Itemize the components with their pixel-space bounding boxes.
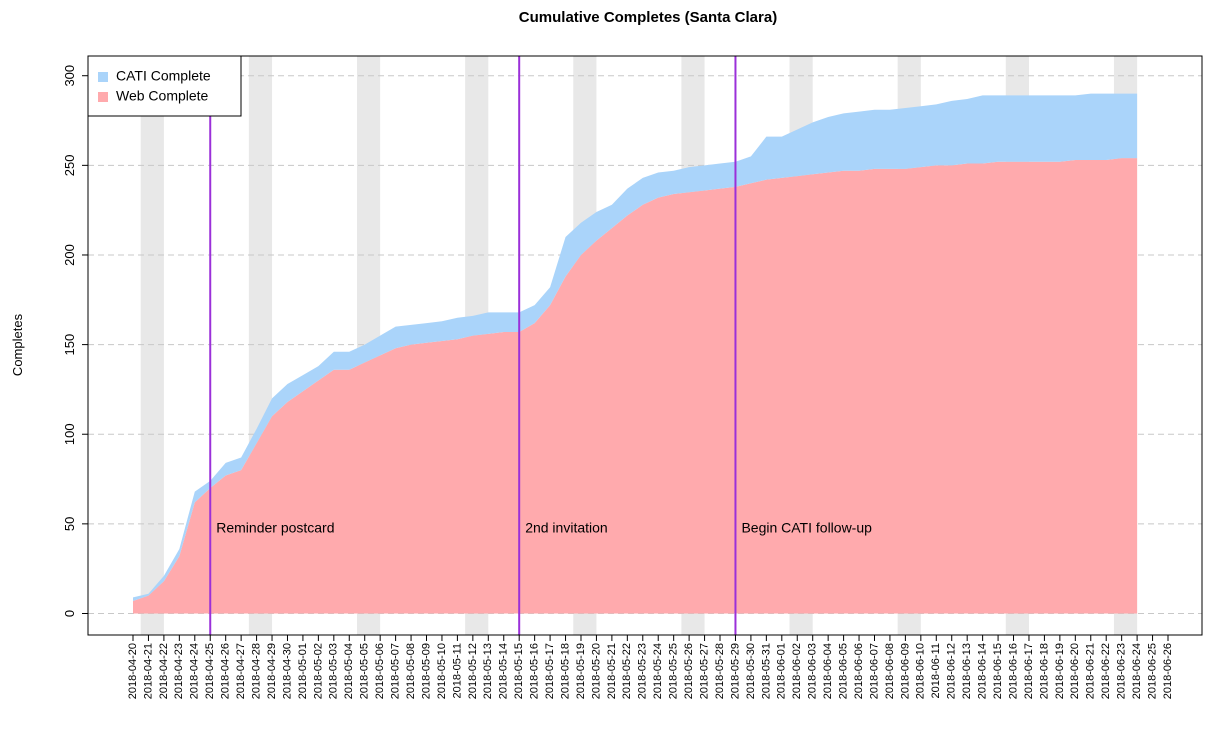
x-tick-label: 2018-06-17: [1023, 643, 1035, 699]
x-tick-label: 2018-06-03: [807, 643, 819, 699]
x-tick-label: 2018-04-27: [235, 643, 247, 699]
x-tick-label: 2018-06-07: [868, 643, 880, 699]
x-tick-label: 2018-05-15: [513, 643, 525, 699]
x-tick-label: 2018-05-13: [482, 643, 494, 699]
x-tick-label: 2018-05-18: [559, 643, 571, 699]
legend: CATI Complete Web Complete: [87, 55, 242, 117]
x-tick-label: 2018-05-21: [606, 643, 618, 699]
x-tick-label: 2018-06-18: [1038, 643, 1050, 699]
x-tick-label: 2018-06-13: [961, 643, 973, 699]
x-tick-label: 2018-04-24: [189, 643, 201, 699]
x-tick-label: 2018-05-19: [575, 643, 587, 699]
area: [133, 93, 1138, 601]
x-tick-label: 2018-04-26: [220, 643, 232, 699]
x-tick-label: 2018-05-27: [698, 643, 710, 699]
x-tick-label: 2018-06-23: [1116, 643, 1128, 699]
y-tick-label: 300: [62, 65, 77, 87]
x-tick-label: 2018-04-28: [250, 643, 262, 699]
y-tick-label: 200: [62, 244, 77, 266]
x-tick-label: 2018-05-08: [405, 643, 417, 699]
legend-swatch: [98, 92, 108, 102]
x-tick-label: 2018-05-22: [621, 643, 633, 699]
x-tick-label: 2018-05-14: [498, 643, 510, 699]
x-tick-label: 2018-06-25: [1146, 643, 1158, 699]
x-tick-label: 2018-06-24: [1131, 643, 1143, 699]
x-tick-label: 2018-06-06: [853, 643, 865, 699]
x-tick-label: 2018-04-22: [158, 643, 170, 699]
legend-swatch: [98, 72, 108, 82]
x-tick-label: 2018-06-12: [946, 643, 958, 699]
x-tick-label: 2018-06-19: [1054, 643, 1066, 699]
x-tick-label: 2018-04-30: [281, 643, 293, 699]
x-tick-label: 2018-05-11: [451, 643, 463, 698]
x-tick-label: 2018-05-06: [374, 643, 386, 699]
x-tick-label: 2018-05-20: [590, 643, 602, 699]
x-tick-label: 2018-05-09: [420, 643, 432, 699]
x-tick-label: 2018-05-01: [297, 643, 309, 699]
x-tick-label: 2018-05-23: [637, 643, 649, 699]
x-tick-label: 2018-05-04: [343, 643, 355, 699]
weekend-band: [140, 56, 164, 635]
x-tick-label: 2018-05-05: [359, 643, 371, 699]
x-tick-label: 2018-06-16: [1007, 643, 1019, 699]
x-tick-label: 2018-05-16: [529, 643, 541, 699]
x-tick-label: 2018-05-03: [328, 643, 340, 699]
x-tick-label: 2018-06-10: [915, 643, 927, 699]
x-tick-label: 2018-04-25: [204, 643, 216, 699]
x-tick-label: 2018-05-30: [745, 643, 757, 699]
x-tick-label: 2018-06-20: [1069, 643, 1081, 699]
legend-label: CATI Complete: [116, 68, 211, 84]
x-tick-label: 2018-06-14: [977, 643, 989, 699]
x-tick-label: 2018-05-17: [544, 643, 556, 699]
y-axis-label: Completes: [10, 313, 25, 376]
x-tick-label: 2018-05-25: [668, 643, 680, 699]
y-tick-label: 150: [62, 334, 77, 356]
x-tick-label: 2018-05-31: [760, 643, 772, 699]
annotation-text: Begin CATI follow-up: [741, 520, 872, 536]
area: [133, 158, 1138, 614]
x-tick-label: 2018-06-26: [1162, 643, 1174, 699]
x-tick-label: 2018-06-15: [992, 643, 1004, 699]
x-tick-label: 2018-05-26: [683, 643, 695, 699]
annotation-text: Reminder postcard: [216, 520, 334, 536]
chart-title: Cumulative Completes (Santa Clara): [519, 9, 777, 26]
x-tick-label: 2018-06-08: [884, 643, 896, 699]
x-tick-label: 2018-04-23: [173, 643, 185, 699]
legend-label: Web Complete: [116, 88, 209, 104]
plot-frame: [87, 55, 1203, 636]
x-tick-label: 2018-06-11: [930, 643, 942, 698]
y-tick-label: 0: [62, 610, 77, 617]
y-tick-label: 250: [62, 154, 77, 176]
x-tick-label: 2018-05-07: [390, 643, 402, 699]
x-tick-label: 2018-05-24: [652, 643, 664, 699]
x-tick-label: 2018-05-12: [467, 643, 479, 699]
x-tick-label: 2018-06-01: [776, 643, 788, 699]
y-tick-label: 50: [62, 517, 77, 531]
x-tick-label: 2018-04-29: [266, 643, 278, 699]
x-tick-label: 2018-06-02: [791, 643, 803, 699]
x-tick-label: 2018-06-09: [899, 643, 911, 699]
x-tick-label: 2018-05-02: [312, 643, 324, 699]
y-tick-label: 100: [62, 423, 77, 445]
legend-box: [87, 55, 242, 117]
x-tick-label: 2018-06-05: [838, 643, 850, 699]
x-tick-label: 2018-05-29: [729, 643, 741, 699]
annotation-text: 2nd invitation: [525, 520, 608, 536]
x-tick-label: 2018-04-20: [127, 643, 139, 699]
x-tick-label: 2018-05-28: [714, 643, 726, 699]
x-tick-label: 2018-04-21: [142, 643, 154, 699]
x-tick-label: 2018-06-22: [1100, 643, 1112, 699]
x-tick-label: 2018-05-10: [436, 643, 448, 699]
x-tick-label: 2018-06-04: [822, 643, 834, 699]
x-tick-label: 2018-06-21: [1085, 643, 1097, 699]
